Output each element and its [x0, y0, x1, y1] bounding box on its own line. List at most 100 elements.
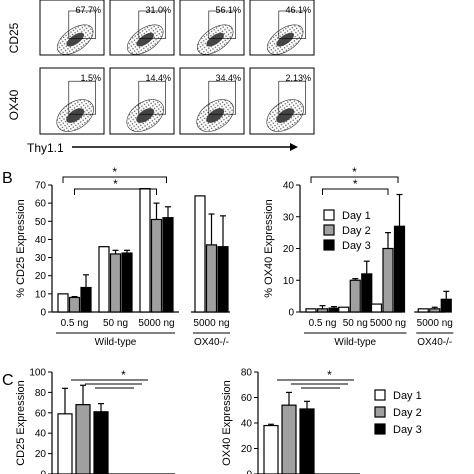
bar-day-1: [305, 308, 317, 313]
y-tick-label: 20: [35, 449, 47, 460]
y-tick-label: 70: [35, 181, 47, 192]
y-tick-label: 20: [283, 244, 295, 255]
flow-gate: [278, 80, 306, 115]
y-tick-label: 10: [283, 276, 295, 287]
flow-plots: 67.7% 31.0% 56.1% 46.1% 1.5% 14.4% 34.4% 2.13%: [39, 0, 315, 135]
y-tick-label: 80: [35, 388, 47, 399]
flow-plot-density-core: [66, 108, 85, 123]
group-label-ox40: OX40-/-: [417, 337, 452, 348]
group-label-wild-type: Wild-type: [334, 337, 376, 348]
legend-swatch-day-3: [374, 423, 386, 435]
y-tick-label: 40: [35, 235, 47, 246]
bar-day-3: [393, 225, 406, 313]
significance-bracket: [310, 176, 399, 183]
bar-day-1: [139, 188, 151, 313]
bar-day-3: [299, 408, 315, 474]
bar-day-1: [417, 308, 429, 313]
bar-day-3: [440, 298, 452, 313]
y-tick-label: 100: [29, 368, 46, 379]
flow-gate-percent: 1.5%: [80, 73, 101, 83]
flow-gate-percent: 34.4%: [215, 73, 241, 83]
x-tick-label: 5000 ng: [138, 318, 174, 329]
y-tick-label: 0: [40, 470, 46, 474]
bar-day-2: [349, 279, 361, 313]
y-tick-label: 50: [35, 217, 47, 228]
significance-bracket: [74, 188, 157, 195]
x-tick-label: 0.5 ng: [61, 318, 89, 329]
bar-day-3: [217, 246, 229, 313]
y-axis-label: CD25 Expression: [15, 380, 27, 466]
group-label-ox40: OX40-/-: [194, 337, 229, 348]
significance-star: *: [353, 177, 358, 191]
flow-plot-density-core: [66, 32, 84, 47]
y-tick-label: 30: [35, 253, 47, 264]
x-tick-label: 50 ng: [103, 318, 128, 329]
flow-gate-percent: 67.7%: [75, 5, 101, 15]
bar-day-2: [281, 404, 297, 474]
legend-label-day-1: Day 1: [342, 210, 371, 222]
y-tick-label: 0: [40, 308, 46, 319]
chart-3: 0 20 40 60 80 OX40 Expression * Day 1 Day 2 Day 3: [221, 368, 422, 474]
y-tick-label: 40: [283, 181, 295, 192]
significance-bracket: [322, 188, 389, 195]
bar-day-1: [57, 293, 69, 313]
x-tick-label: 5000 ng: [417, 318, 453, 329]
y-tick-label: 10: [35, 289, 47, 300]
flow-gate: [138, 80, 166, 115]
y-tick-label: 20: [241, 444, 253, 455]
legend-label-day-3: Day 3: [342, 240, 371, 252]
legend-swatch-day-3: [323, 239, 335, 251]
y-tick-label: 40: [35, 429, 47, 440]
y-tick-label: 60: [35, 199, 47, 210]
flow-gate-percent: 2.13%: [285, 73, 311, 83]
charts: 0 10 20 30 40 50 60 70 % CD25 Expression 0.5 ng 50…: [15, 165, 454, 474]
bar-day-1: [194, 195, 206, 313]
flow-gate-percent: 14.4%: [145, 73, 171, 83]
flow-gate: [138, 10, 166, 39]
y-tick-label: 40: [241, 419, 253, 430]
x-tick-label: 50 ng: [343, 318, 368, 329]
flow-row-label-ox40: OX40: [7, 89, 21, 120]
legend-swatch-day-1: [323, 209, 335, 221]
flow-gate-percent: 31.0%: [145, 5, 171, 15]
flow-plot-density-core: [206, 32, 224, 47]
y-tick-label: 30: [283, 212, 295, 223]
bar-day-3: [93, 411, 109, 474]
x-tick-label: 5000 ng: [370, 318, 406, 329]
bar-day-1: [263, 424, 279, 474]
legend-swatch-day-2: [323, 224, 335, 236]
group-label-wild-type: Wild-type: [95, 337, 137, 348]
legend-label-day-3: Day 3: [393, 424, 422, 436]
flow-gate: [68, 10, 96, 39]
bar-day-3: [162, 217, 174, 313]
bar-day-2: [75, 404, 91, 474]
y-axis-label: % CD25 Expression: [15, 199, 27, 297]
bar-day-2: [109, 253, 122, 313]
bar-day-1: [98, 246, 110, 313]
bar-day-1: [57, 413, 73, 474]
x-tick-label: 5000 ng: [193, 318, 229, 329]
significance-star: *: [112, 165, 117, 179]
flow-plot-density-core: [136, 32, 154, 47]
flow-plot-density-core: [206, 108, 225, 123]
flow-gate: [208, 80, 236, 115]
bar-day-3: [361, 273, 373, 313]
y-tick-label: 20: [35, 271, 47, 282]
y-tick-label: 0: [288, 308, 294, 319]
legend-swatch-day-2: [374, 406, 386, 418]
legend-label-day-2: Day 2: [342, 225, 371, 237]
significance-star: *: [327, 368, 332, 382]
y-axis-label: OX40 Expression: [221, 380, 233, 466]
significance-star: *: [352, 165, 357, 179]
flow-plot-density-core: [276, 32, 294, 47]
bar-day-3: [328, 307, 340, 313]
y-tick-label: 0: [246, 470, 252, 474]
flow-x-axis-arrow: [290, 143, 298, 151]
significance-star: *: [113, 177, 118, 191]
panel-label-c: C: [2, 372, 14, 389]
bar-day-3: [121, 252, 133, 313]
bar-day-2: [150, 218, 163, 313]
